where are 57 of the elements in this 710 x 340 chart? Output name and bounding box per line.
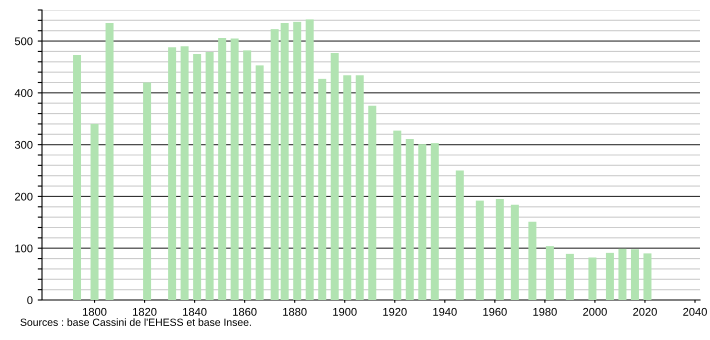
y-tick-label: 0 (27, 296, 33, 304)
bar (180, 46, 189, 300)
bar (206, 52, 214, 300)
bar (243, 50, 252, 300)
source-note: Sources : base Cassini de l'EHESS et base Insee. (20, 318, 251, 326)
bar (106, 22, 114, 300)
y-tick-label: 500 (14, 37, 33, 46)
bar (606, 252, 614, 300)
bar (143, 82, 152, 300)
bar (630, 249, 639, 300)
bar (330, 52, 339, 300)
bar (418, 144, 426, 300)
x-tick-label: 1960 (483, 308, 507, 316)
bar (73, 55, 82, 300)
y-tick-label: 400 (14, 89, 33, 97)
bar (293, 22, 302, 300)
x-tick-label: 2000 (583, 308, 607, 316)
x-tick-label: 1860 (233, 308, 257, 316)
bar (218, 38, 226, 300)
bar (343, 75, 352, 300)
bar (193, 54, 202, 300)
bar (270, 29, 279, 300)
bar (643, 253, 652, 300)
x-tick-label: 1800 (83, 308, 106, 316)
x-tick-label: 1880 (283, 308, 307, 316)
bar (306, 19, 314, 300)
x-tick-label: 1940 (433, 308, 457, 316)
bar (546, 246, 554, 300)
x-tick-label: 1900 (333, 308, 357, 316)
bar (356, 75, 364, 300)
x-tick-label: 1920 (383, 308, 407, 316)
x-tick-label: 1840 (183, 308, 207, 316)
bar (430, 143, 439, 300)
bar (90, 124, 99, 300)
bar (368, 106, 376, 300)
bar (168, 47, 176, 300)
bar (256, 65, 264, 300)
bar (230, 38, 239, 300)
bar (406, 138, 414, 300)
bar (588, 258, 596, 300)
bar (496, 199, 504, 300)
y-tick-label: 300 (14, 140, 33, 149)
bar (528, 222, 536, 300)
bar (280, 22, 289, 300)
y-tick-label: 200 (14, 192, 33, 201)
y-tick-label: 100 (15, 244, 33, 252)
bar (566, 254, 574, 300)
x-tick-label: 2040 (683, 308, 707, 316)
x-tick-label: 1980 (533, 308, 557, 316)
bar (318, 78, 326, 300)
bar (510, 204, 519, 300)
x-tick-label: 2020 (633, 308, 657, 316)
bar (456, 170, 464, 300)
x-tick-label: 1820 (133, 308, 157, 316)
bar (393, 130, 402, 300)
bar (476, 200, 484, 300)
bar (618, 248, 626, 300)
